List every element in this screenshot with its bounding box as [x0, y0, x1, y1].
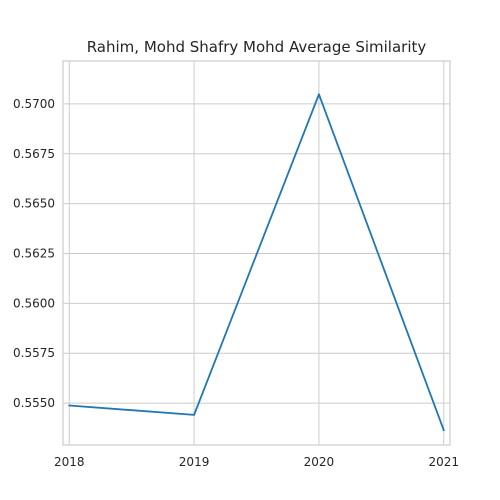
y-tick-labels: 0.5550 0.5575 0.5600 0.5625 0.5650 0.5675 0.57… — [13, 97, 55, 410]
x-tick-label-2019: 2019 — [179, 455, 210, 469]
chart-title: Rahim, Mohd Shafry Mohd Average Similari… — [87, 38, 427, 56]
series-layer — [68, 93, 445, 432]
y-grid — [63, 103, 450, 404]
data-point-2019 — [193, 413, 195, 416]
series-line-0 — [68, 93, 445, 432]
x-tick-labels: 2018 2019 2020 2021 — [54, 455, 459, 469]
x-tick-label-2020: 2020 — [304, 455, 335, 469]
y-tick-label-1: 0.5575 — [13, 346, 55, 360]
y-tick-label-0: 0.5550 — [13, 396, 55, 410]
y-tick-label-6: 0.5700 — [13, 97, 55, 111]
y-tick-label-3: 0.5625 — [13, 246, 55, 260]
data-point-2021 — [442, 429, 445, 432]
y-tick-label-4: 0.5650 — [13, 197, 55, 211]
y-tick-label-2: 0.5600 — [13, 296, 55, 310]
x-tick-label-2018: 2018 — [54, 455, 85, 469]
plot-frame — [62, 60, 451, 446]
data-point-2020 — [318, 93, 320, 96]
x-tick-label-2021: 2021 — [428, 455, 459, 469]
data-point-2018 — [68, 404, 71, 407]
plot-border — [62, 60, 451, 446]
y-tick-label-5: 0.5675 — [13, 147, 55, 161]
